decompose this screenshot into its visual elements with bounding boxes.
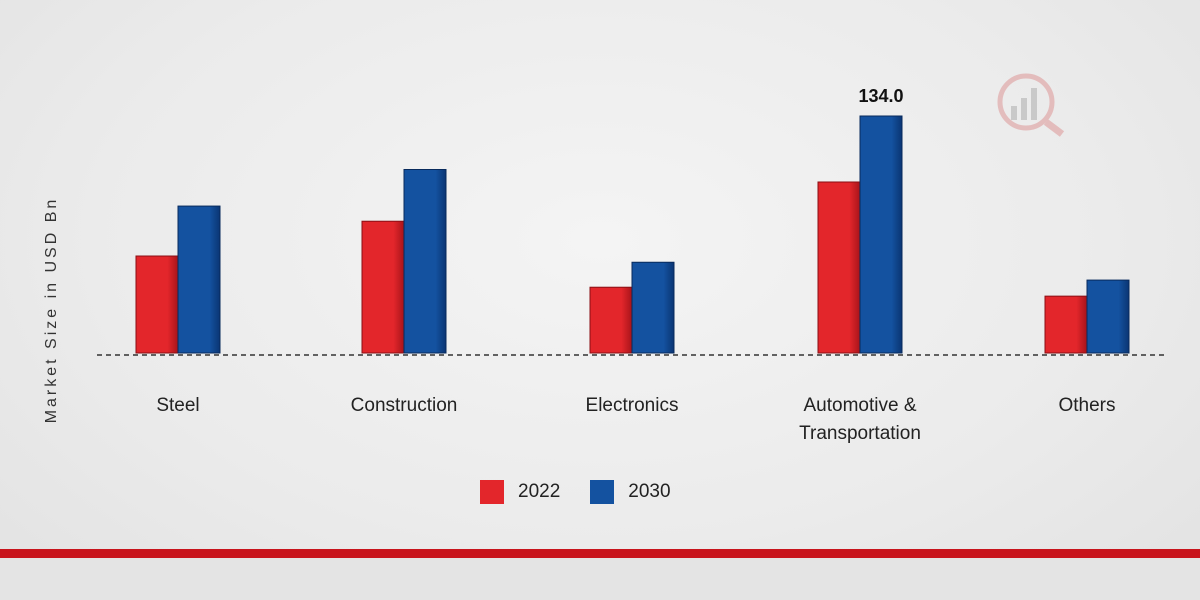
bar-2022-0 — [135, 255, 179, 354]
legend-label-2030: 2030 — [628, 481, 671, 502]
x-tick-label: Automotive & Transportation — [799, 395, 921, 444]
bar-2030-3 — [859, 115, 903, 354]
legend-swatch-2030 — [590, 480, 615, 504]
x-tick-label: Construction — [350, 395, 458, 416]
bar-2022-3 — [817, 181, 861, 354]
y-axis-label: Market Size in USD Bn — [43, 196, 60, 424]
bar-2022-4 — [1044, 295, 1088, 354]
x-tick-label: Others — [1058, 395, 1116, 416]
footer-band — [0, 558, 1200, 600]
x-tick-label: Electronics — [585, 395, 679, 416]
bar-2030-0 — [177, 205, 221, 354]
bar-2030-1 — [403, 169, 447, 354]
x-tick-label: Steel — [156, 395, 200, 416]
legend-label-2022: 2022 — [518, 481, 561, 502]
accent-divider — [0, 549, 1200, 558]
bar-2030-4 — [1086, 279, 1130, 354]
legend: 2022 2030 — [480, 480, 701, 504]
legend-item-2022: 2022 — [480, 480, 560, 504]
bar-2030-2 — [631, 261, 675, 354]
legend-swatch-2022 — [480, 480, 504, 504]
bar-2022-2 — [589, 286, 633, 354]
watermark-logo-icon — [997, 73, 1065, 137]
legend-item-2030: 2030 — [590, 480, 671, 504]
bar-2022-1 — [361, 220, 405, 354]
data-label: 134.0 — [858, 86, 903, 106]
